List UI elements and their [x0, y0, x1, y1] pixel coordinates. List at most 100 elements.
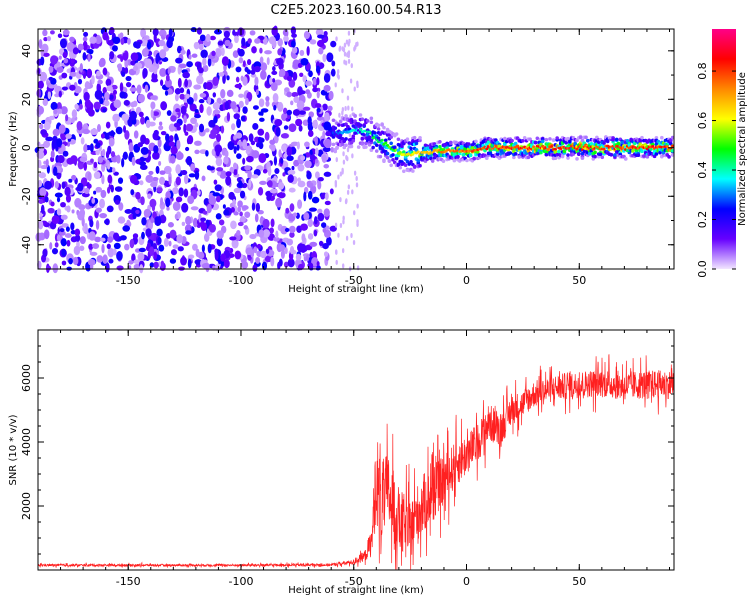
spectrogram-cell — [242, 139, 248, 150]
spectrogram-cell — [236, 118, 241, 129]
spectrogram-cell — [99, 97, 104, 105]
spectrogram-cell — [181, 202, 189, 213]
snr-ytick-label: 2000 — [20, 492, 33, 520]
spectrogram-cell — [106, 205, 114, 213]
spectrogram-cell — [485, 156, 489, 161]
spectrogram-cell — [300, 57, 309, 66]
spectrogram-cell — [118, 202, 124, 211]
spectrogram-cell — [233, 113, 240, 120]
colorbar-tick-label: 0.4 — [696, 161, 709, 179]
spectrogram-cell — [198, 99, 205, 104]
spectrogram-cell — [70, 230, 76, 235]
spectrogram-cell — [414, 141, 419, 146]
spectrogram-cell — [95, 220, 100, 230]
spectrogram-cell — [120, 37, 125, 45]
spectrogram-cell — [153, 66, 158, 75]
spectrogram-cell — [65, 114, 69, 122]
spectrogram-cell — [242, 76, 248, 86]
spectrogram-cell — [535, 136, 540, 141]
spectrogram-cell — [335, 157, 338, 163]
spectrogram-cell — [533, 140, 538, 145]
spectrogram-cell — [358, 128, 363, 131]
spectrogram-cell — [247, 38, 252, 44]
snr-xtick-label: -50 — [345, 575, 363, 588]
spectrogram-cell — [104, 219, 110, 225]
spectrogram-cell — [665, 145, 669, 148]
spectrogram-cell — [166, 110, 172, 116]
spectrogram-cell — [141, 217, 147, 226]
spectrogram-cell — [351, 106, 354, 112]
spectrogram-cell — [61, 86, 69, 91]
spectrogram-cell — [288, 123, 297, 133]
spectrogram-cell — [346, 156, 349, 162]
spectrogram-cell — [38, 199, 44, 205]
spectrogram-cell — [286, 75, 292, 82]
spectrogram-cell — [349, 78, 353, 84]
spectrogram-cell — [587, 152, 592, 156]
spectrogram-cell — [145, 174, 154, 184]
spectrogram-cell — [87, 171, 92, 182]
spectrogram-cell — [38, 172, 47, 179]
spectrogram-cell — [314, 135, 318, 146]
spectrogram-cell — [166, 206, 170, 211]
spectrogram-cell — [226, 75, 230, 81]
spectrogram-cell — [312, 120, 318, 129]
spectrogram-cell — [246, 59, 252, 66]
spectrogram-cell — [658, 150, 662, 155]
spectrogram-cell — [121, 71, 126, 77]
spectrogram-cell — [257, 210, 264, 215]
spectrogram-cell — [322, 146, 331, 153]
spectrogram-cell — [625, 139, 630, 143]
spectrogram-cell — [57, 155, 65, 164]
spectrogram-cell — [94, 89, 103, 100]
spectrogram-cell — [237, 48, 245, 57]
spectrogram-cell — [274, 167, 280, 174]
spectrogram-cell — [623, 156, 628, 161]
spectrogram-cell — [95, 186, 103, 193]
spectrogram-cell — [566, 156, 570, 160]
spectrogram-cell — [140, 116, 146, 125]
snr-xtick-label: -100 — [228, 575, 253, 588]
spectrogram-cell — [418, 135, 422, 140]
spectrogram-cell — [212, 102, 220, 110]
spectrogram-cell — [271, 70, 278, 75]
spectrogram-cell — [384, 141, 388, 145]
spectrogram-cell — [165, 197, 171, 208]
spectrogram-cell — [185, 230, 192, 235]
spectrogram-cell — [380, 123, 384, 127]
spectrogram-cell — [416, 158, 421, 163]
spectrogram-cell — [164, 167, 170, 173]
spectrogram-cell — [215, 157, 223, 167]
spectrogram-cell — [389, 141, 393, 146]
spectrogram-cell — [109, 51, 115, 60]
spectrogram-cell — [205, 33, 211, 43]
spectrogram-cell — [640, 135, 644, 140]
spectrogram-cell — [257, 128, 265, 136]
spectrogram-cell — [356, 222, 359, 228]
spectrogram-cell — [176, 139, 181, 150]
spectrogram-cell — [256, 243, 262, 249]
spectrogram-cell — [138, 111, 144, 118]
spectrogram-cell — [344, 60, 348, 66]
spectrogram-cell — [124, 58, 129, 69]
spectrogram-cell — [133, 130, 139, 139]
snr-series-line — [37, 354, 675, 570]
spectrogram-cell — [418, 138, 422, 143]
spectrogram-cell — [71, 174, 77, 181]
spectrogram-cell — [193, 84, 202, 90]
spectrogram-cell — [318, 240, 324, 246]
spectrogram-cell — [323, 171, 332, 177]
spectrogram-cell — [42, 52, 50, 57]
spectrogram-cell — [402, 169, 406, 174]
spectrogram-cell — [314, 171, 320, 179]
spectrogram-cell — [575, 157, 579, 161]
spectrogram-cell — [202, 57, 207, 67]
spectrogram-cell — [380, 138, 384, 142]
spectrogram-cell — [374, 149, 379, 153]
spectrogram-cell — [110, 151, 116, 158]
spectrogram-cell — [341, 248, 345, 254]
spectrogram-cell — [194, 170, 200, 180]
spectrogram-cell — [385, 155, 390, 160]
spectrogram-cell — [335, 259, 338, 265]
